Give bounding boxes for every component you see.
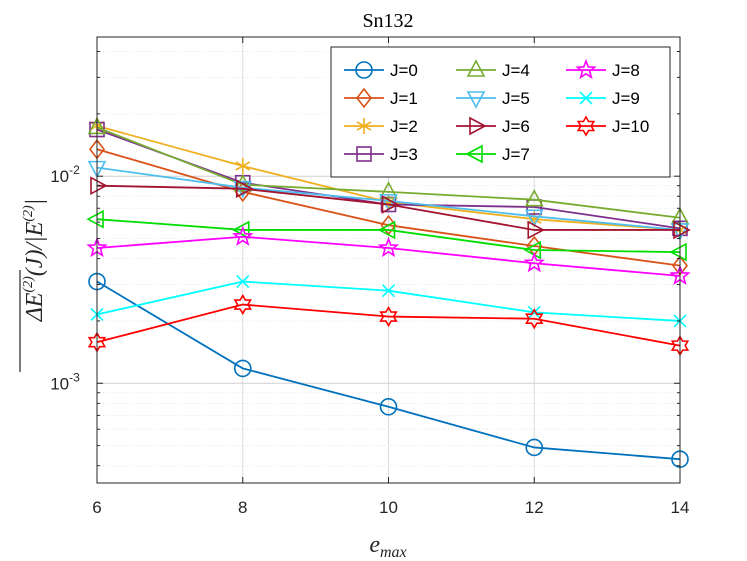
series-line <box>96 303 681 347</box>
series-line <box>96 218 681 253</box>
legend-marker <box>466 91 486 109</box>
x-tick-label: 12 <box>525 498 544 517</box>
series-line <box>96 235 681 277</box>
asterisk-stroke <box>356 121 372 131</box>
data-point <box>525 308 544 330</box>
x-tick-label: 14 <box>671 498 690 517</box>
legend-label: J=7 <box>502 145 530 164</box>
legend-marker <box>356 146 372 162</box>
legend-label: J=3 <box>390 145 418 164</box>
legend-marker <box>576 115 596 137</box>
legend-entry: J=9 <box>566 89 640 108</box>
legend-marker <box>355 87 373 109</box>
legend-label: J=10 <box>612 117 649 136</box>
legend-marker <box>356 118 372 134</box>
data-point <box>235 157 251 174</box>
legend-entry: J=7 <box>456 144 530 164</box>
data-point <box>377 220 396 240</box>
chart-title: Sn132 <box>362 10 413 32</box>
data-point <box>523 240 542 260</box>
legend-entry: J=10 <box>566 115 649 137</box>
data-point <box>379 305 398 328</box>
series-j-8 <box>86 225 691 286</box>
data-point <box>233 173 253 192</box>
legend-entry: J=2 <box>344 117 418 136</box>
data-point <box>379 397 398 416</box>
legend-entry: J=6 <box>456 116 530 136</box>
legend-label: J=4 <box>502 61 530 80</box>
legend-entry: J=0 <box>344 61 418 80</box>
data-point <box>379 181 398 199</box>
series-line <box>96 184 680 231</box>
asterisk-stroke <box>235 161 251 171</box>
data-point <box>524 188 544 207</box>
data-point <box>527 220 545 240</box>
data-point <box>381 284 396 298</box>
data-point <box>236 274 250 289</box>
legend-marker <box>355 61 373 79</box>
legend-marker <box>575 58 597 80</box>
data-point <box>673 220 691 240</box>
y-tick-label: 10-3 <box>50 370 80 393</box>
data-point <box>232 225 254 246</box>
legend-label: J=2 <box>390 117 418 136</box>
legend-label: J=5 <box>502 89 530 108</box>
data-point <box>377 236 400 258</box>
legend: J=0 J=1 J=2 J=3 J=4 J=5 J=6 J=7 J=8 J=9 J=10 <box>330 46 671 178</box>
data-point <box>233 359 252 378</box>
x-axis-label: emax <box>369 532 406 561</box>
legend-marker <box>579 91 593 105</box>
legend-box <box>330 46 671 178</box>
x-tick-label: 10 <box>379 498 398 517</box>
data-point <box>233 293 252 316</box>
legend-marker <box>465 144 483 164</box>
series-line <box>96 126 681 219</box>
data-point <box>235 179 254 199</box>
ticks: 6 8 10 12 14 10-3 10-2 <box>50 37 689 517</box>
data-point <box>524 209 544 228</box>
svg-text:ΔE(2)(J)/|E(2)|: ΔE(2)(J)/|E(2)| <box>21 199 48 323</box>
x-marker-stroke <box>236 274 250 289</box>
legend-entry: J=3 <box>344 145 418 164</box>
y-axis-label: ΔE(2)(J)/|E(2)| <box>19 199 48 372</box>
legend-label: J=1 <box>390 89 418 108</box>
data-point <box>525 438 544 457</box>
legend-label: J=8 <box>612 61 640 80</box>
legend-label: J=6 <box>502 117 530 136</box>
legend-entry: J=8 <box>566 58 640 80</box>
x-marker-stroke <box>381 284 396 298</box>
data-point <box>523 251 545 273</box>
legend-label: J=0 <box>390 61 418 80</box>
x-marker-stroke <box>527 305 541 319</box>
series-j-6 <box>90 176 691 240</box>
series-j-4 <box>87 116 690 225</box>
data-point <box>527 305 541 319</box>
legend-entry: J=1 <box>344 87 418 109</box>
data-point <box>381 195 400 214</box>
data-point <box>86 209 104 229</box>
legend-marker <box>466 59 486 77</box>
x-tick-label: 6 <box>92 498 101 517</box>
legend-entry: J=4 <box>456 59 530 80</box>
series-line <box>96 166 681 231</box>
x-tick-label: 8 <box>238 498 247 517</box>
data-point <box>669 242 687 262</box>
data-point <box>90 176 108 195</box>
x-marker-stroke <box>579 91 593 105</box>
legend-label: J=9 <box>612 89 640 108</box>
series-line <box>96 280 681 461</box>
legend-marker <box>469 116 487 136</box>
y-tick-label: 10-2 <box>50 163 80 186</box>
legend-entry: J=5 <box>456 89 530 109</box>
